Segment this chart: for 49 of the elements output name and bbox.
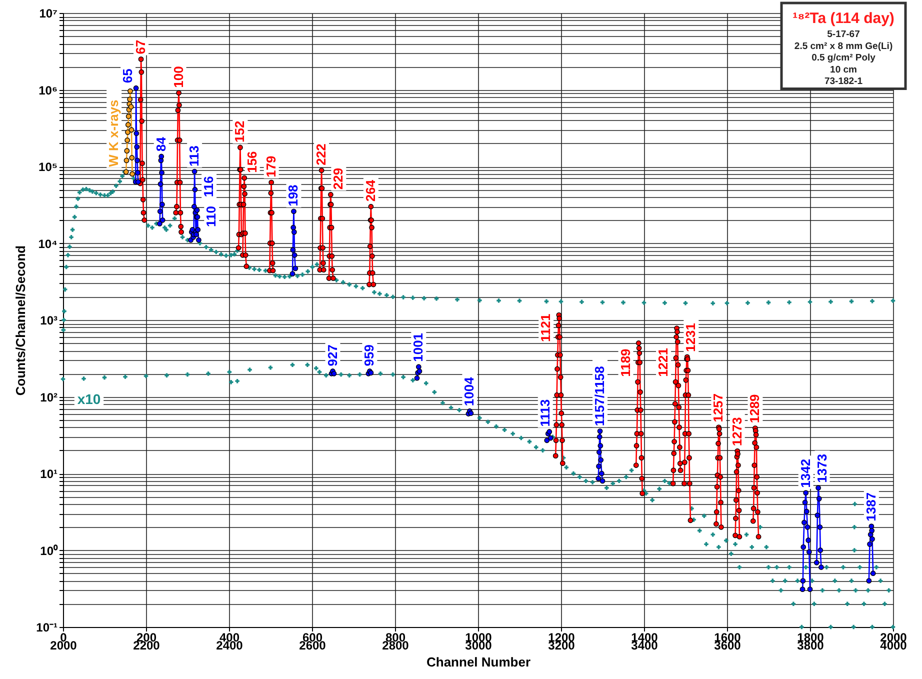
annotation: 959 [362,344,377,366]
annotation: 73-182-1 [824,76,864,87]
annotation: 1121 [538,314,554,342]
annotation: 156 [244,151,260,173]
annotation: 1289 [747,394,762,424]
y-axis-title: Counts/Channel/Second [13,245,28,396]
annotation: 5-17-67 [827,29,860,40]
annotation: 1001 [410,332,426,362]
series-label: x10 [77,391,101,408]
annotation: 198 [286,184,301,206]
annotation: 1342 [798,458,813,488]
y-tick-label: 10⁰ [40,544,58,558]
annotation: 116 [201,176,216,198]
annotation: 222 [314,144,329,166]
annotation: 65 [120,68,136,84]
x-axis-title: Channel Number [426,654,531,670]
annotation: 264 [362,179,378,202]
annotation: 1189 [618,348,633,377]
annotation: 67 [133,40,148,54]
annotation: 1373 [814,454,830,483]
annotation: 1273 [729,417,744,446]
y-tick-label: 10⁴ [38,236,58,251]
annotation: 927 [324,344,340,366]
annotation: 1113 [537,399,552,427]
y-tick-label: 10³ [40,314,58,328]
annotation: 1157/1158 [592,366,608,426]
annotation: 110 [204,206,219,228]
text: W K x-rays [106,100,122,167]
y-tick-label: 10⁵ [38,160,58,174]
y-tick-label: 10⁷ [39,6,58,20]
annotation: 10 cm [830,64,857,76]
annotation: 100 [170,66,186,88]
annotation: 152 [232,120,248,142]
annotation: 1221 [656,348,671,377]
y-tick-label: 10⁻¹ [36,620,58,634]
y-tick-label: 10² [40,390,58,404]
annotation: 0.5 g/cm² Poly [812,52,876,64]
y-tick-label: 10⁶ [38,83,58,98]
annotation: 1387 [863,492,878,522]
annotation: 84 [153,136,168,152]
annotation: 229 [330,168,346,190]
annotation: 1231 [683,323,698,352]
annotation: 113 [186,146,202,167]
annotation: 1004 [462,376,477,406]
chart-title: ¹⁸²Ta (114 day) [792,10,894,27]
annotation: 1257 [710,393,726,422]
annotation: 179 [263,156,278,178]
y-tick-label: 10¹ [40,467,58,481]
annotation: 2.5 cm² x 8 mm Ge(Li) [794,40,893,52]
